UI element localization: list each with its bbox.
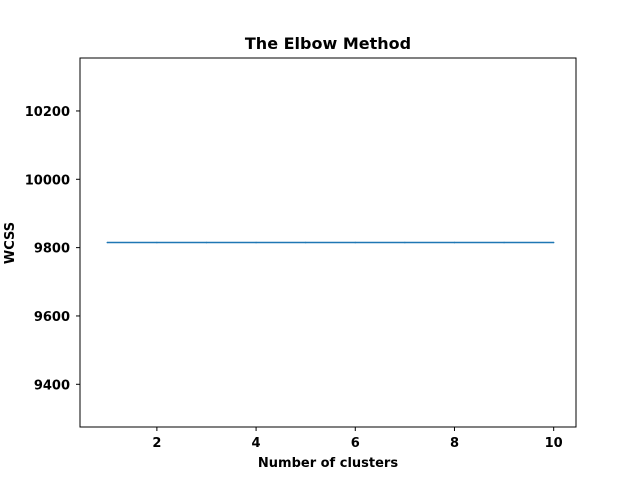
y-tick-label: 10000 (25, 173, 70, 188)
y-tick-label: 9800 (34, 242, 70, 257)
data-point (106, 241, 109, 244)
x-tick-label: 2 (152, 436, 161, 451)
data-point (304, 241, 307, 244)
data-point (255, 241, 257, 244)
x-tick-label: 8 (450, 436, 459, 451)
data-point (354, 241, 357, 244)
x-tick-label: 10 (545, 436, 563, 451)
data-point (156, 241, 158, 244)
x-tick-label: 6 (351, 436, 360, 451)
x-axis-title: Number of clusters (258, 456, 398, 471)
data-point (552, 241, 555, 244)
data-point (205, 241, 208, 244)
x-tick-label: 4 (252, 436, 261, 451)
chart-title: The Elbow Method (245, 34, 411, 53)
plot-frame (79, 57, 577, 428)
x-axis: 2 4 6 8 10 (152, 427, 563, 451)
data-point (453, 241, 456, 244)
data-point (404, 241, 406, 244)
y-tick-label: 10200 (25, 105, 70, 120)
data-point (503, 241, 505, 244)
y-tick-label: 9400 (34, 378, 70, 393)
y-axis: 9400 9600 9800 10000 10200 (25, 105, 80, 393)
series-group (106, 241, 555, 244)
y-axis-title: WCSS (3, 222, 18, 264)
y-tick-label: 9600 (34, 310, 70, 325)
